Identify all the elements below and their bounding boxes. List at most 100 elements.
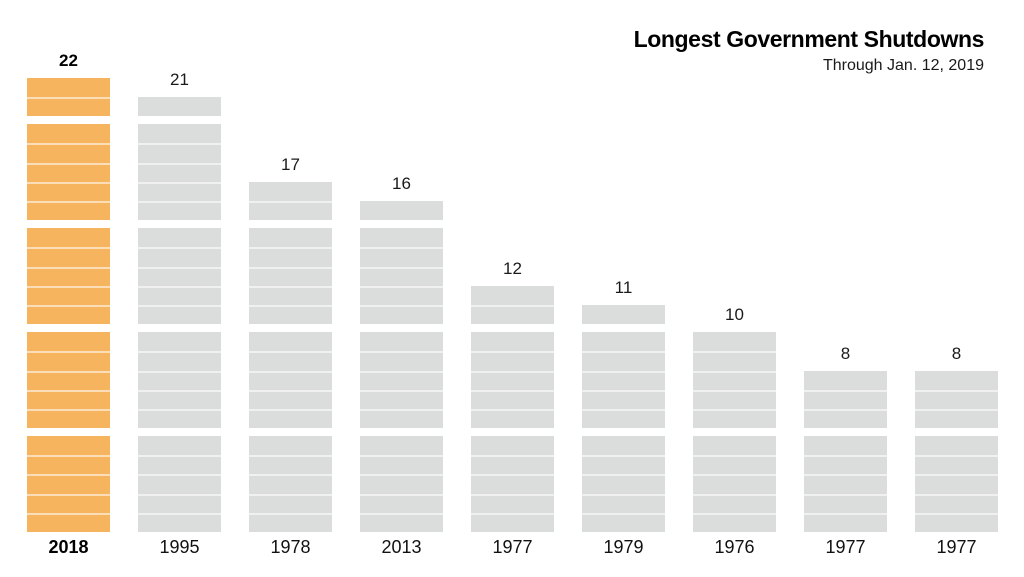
bar-day-segment <box>915 474 998 494</box>
bar-day-segment <box>249 247 332 267</box>
bar-value-label: 22 <box>59 51 78 71</box>
bar-value-label: 21 <box>170 70 189 90</box>
bar-day-segment <box>804 408 887 429</box>
bar-year-label: 1977 <box>825 537 866 557</box>
bar-day-segment <box>138 247 221 267</box>
bar-year-label: 1979 <box>603 537 644 557</box>
bar-segment-group <box>27 77 110 117</box>
bar-day-segment <box>138 162 221 182</box>
bar-day-segment <box>27 266 110 286</box>
bar-value-label: 8 <box>840 343 851 363</box>
bar-day-segment <box>471 474 554 494</box>
bar-column-1976-10: 10 <box>693 306 776 532</box>
bar-day-segment <box>582 408 665 429</box>
bar-day-segment <box>249 304 332 325</box>
bar-segment-group <box>27 332 110 429</box>
bar-column-1979-11: 11 <box>582 279 665 532</box>
bar-day-segment <box>804 436 887 456</box>
bar-day-segment <box>915 370 998 390</box>
bar-day-segment <box>471 332 554 352</box>
bar-day-segment <box>915 436 998 456</box>
bar-day-segment <box>360 370 443 390</box>
bar-value-label: 11 <box>614 278 633 298</box>
bar-day-segment <box>249 181 332 201</box>
bar-day-segment <box>582 332 665 352</box>
bar-day-segment <box>693 493 776 513</box>
bar-day-segment <box>138 201 221 221</box>
bar-segment-group <box>27 228 110 325</box>
bar-day-segment <box>138 455 221 475</box>
bar-day-segment <box>471 304 554 325</box>
bar-day-segment <box>471 408 554 429</box>
bar-day-segment <box>915 455 998 475</box>
bar-day-segment <box>471 512 554 532</box>
bar-year-label: 1995 <box>159 537 200 557</box>
chart-title: Longest Government Shutdowns <box>633 26 985 52</box>
bar-day-segment <box>27 351 110 371</box>
bar-day-segment <box>249 436 332 456</box>
bar-year-label: 1976 <box>714 537 755 557</box>
bar-segment-group <box>804 436 887 532</box>
bar-day-segment <box>27 408 110 429</box>
bar-day-segment <box>804 370 887 390</box>
bar-day-segment <box>360 512 443 532</box>
bar-day-segment <box>804 455 887 475</box>
bar-day-segment <box>915 408 998 429</box>
bar-day-segment <box>138 332 221 352</box>
bar-day-segment <box>138 389 221 409</box>
bar-segment-group <box>360 201 443 221</box>
bar-segment-group <box>138 97 221 117</box>
bar-day-segment <box>27 455 110 475</box>
bar-segment-group <box>138 124 221 221</box>
bar-day-segment <box>249 228 332 248</box>
chart-header: Longest Government Shutdowns Through Jan… <box>633 26 985 76</box>
bar-year-label: 1978 <box>270 537 311 557</box>
bar-day-segment <box>138 493 221 513</box>
bar-day-segment <box>915 493 998 513</box>
bar-segment-group <box>471 332 554 429</box>
bar-value-label: 8 <box>951 343 962 363</box>
bar-segment-group <box>915 370 998 429</box>
bar-segment-group <box>249 181 332 221</box>
bar-day-segment <box>582 455 665 475</box>
bar-day-segment <box>360 266 443 286</box>
bar-value-label: 16 <box>392 174 411 194</box>
bar-segment-group <box>138 436 221 532</box>
bar-segment-group <box>360 436 443 532</box>
bar-day-segment <box>471 493 554 513</box>
bar-day-segment <box>360 389 443 409</box>
bar-day-segment <box>27 228 110 248</box>
bar-day-segment <box>582 370 665 390</box>
bar-day-segment <box>27 247 110 267</box>
bar-day-segment <box>471 389 554 409</box>
bar-day-segment <box>138 97 221 117</box>
bar-day-segment <box>27 304 110 325</box>
bar-day-segment <box>693 332 776 352</box>
bar-day-segment <box>804 512 887 532</box>
bar-day-segment <box>249 332 332 352</box>
bar-year-label: 2013 <box>381 537 422 557</box>
bar-day-segment <box>360 247 443 267</box>
bar-segment-group <box>471 436 554 532</box>
bar-day-segment <box>138 143 221 163</box>
bar-day-segment <box>27 162 110 182</box>
bar-segment-group <box>360 332 443 429</box>
bar-day-segment <box>360 332 443 352</box>
bar-year-label: 2018 <box>48 537 89 557</box>
bar-column-2018-22: 22 <box>27 51 110 532</box>
bar-day-segment <box>249 370 332 390</box>
bar-day-segment <box>582 389 665 409</box>
bar-day-segment <box>249 266 332 286</box>
bar-value-label: 17 <box>281 155 300 175</box>
bar-day-segment <box>249 474 332 494</box>
bar-day-segment <box>138 228 221 248</box>
bar-day-segment <box>582 512 665 532</box>
bar-day-segment <box>27 389 110 409</box>
bar-day-segment <box>360 474 443 494</box>
bar-day-segment <box>249 201 332 221</box>
bar-day-segment <box>249 351 332 371</box>
bar-day-segment <box>27 436 110 456</box>
bar-segment-group <box>471 285 554 325</box>
bar-day-segment <box>360 285 443 305</box>
bar-day-segment <box>249 408 332 429</box>
